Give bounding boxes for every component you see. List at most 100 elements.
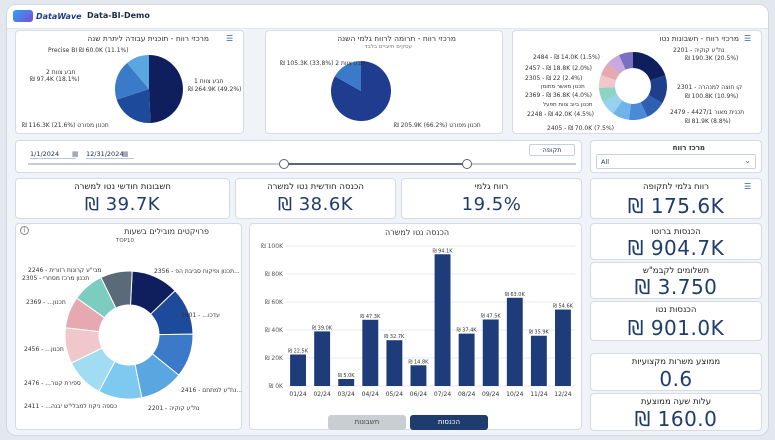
net-income-per-position-card: הכנסה נטו למשרה ₪ 0K ₪ 20K ₪ 40K ₪ 60K ₪ 80K… xyxy=(249,223,582,430)
date-to-input[interactable]: 12/31/2024 xyxy=(86,150,134,159)
donut-label: 2369 - ...תכנון xyxy=(26,299,66,306)
x-tick-label: 03/24 xyxy=(338,391,355,398)
kpi-label: הכנסה חודשית נטו למשרה xyxy=(267,182,364,192)
brand-name: DataWave xyxy=(36,11,82,21)
pie-label: 1 תבע צוות xyxy=(194,78,224,85)
y-tick-label: ₪ 0K xyxy=(269,383,284,390)
page-title: Data-BI-Demo xyxy=(87,11,150,20)
kpi-value: ₪ 39.7K xyxy=(84,194,161,215)
filter-list-icon[interactable]: ☰ xyxy=(744,182,752,191)
bar[interactable] xyxy=(314,331,331,386)
kpi-value: 0.6 xyxy=(659,367,693,391)
x-tick-label: 08/24 xyxy=(458,391,475,398)
date-from-input[interactable]: 1/1/2024 xyxy=(30,150,76,159)
pie-slice[interactable] xyxy=(149,55,183,123)
donut-label: 2201 - נת"ע קוקיה xyxy=(148,405,200,412)
chevron-down-icon: ⌄ xyxy=(744,156,751,165)
bar-data-label: ₪ 39.0K xyxy=(312,325,333,331)
donut-label: 2246 - מבי"ע קרונות רזורית xyxy=(28,267,102,274)
kpi-gross-income: הכנסות ברוטו ₪ 904.7K xyxy=(590,223,762,260)
y-tick-label: ₪ 40K xyxy=(265,327,284,334)
x-tick-label: 07/24 xyxy=(434,391,451,398)
bar[interactable] xyxy=(506,297,523,386)
pie-label: ₪ 264.9K (49.2%) xyxy=(188,86,242,93)
donut-label: 2479 - 4427/1 תכנית מאור xyxy=(670,109,745,116)
bar[interactable] xyxy=(386,340,403,386)
income-toggle-button[interactable]: הכנסות xyxy=(410,415,488,430)
kpi-net-monthly-income: הכנסה חודשית נטו למשרה ₪ 38.6K xyxy=(235,178,396,219)
pie-slice[interactable] xyxy=(114,63,149,100)
brand-logo: DataWave xyxy=(13,10,82,22)
pie-slice[interactable] xyxy=(330,61,391,121)
kpi-net-monthly-invoices: חשבונות חודשי נטו למשרה ₪ 39.7K xyxy=(15,178,230,219)
kpi-value: ₪ 38.6K xyxy=(277,194,354,215)
bar[interactable] xyxy=(458,333,475,386)
invoices-toggle-button[interactable]: חשבונות xyxy=(328,415,406,430)
bar[interactable] xyxy=(290,354,306,387)
bar[interactable] xyxy=(482,319,499,387)
bar-data-label: ₪ 32.7K xyxy=(384,334,405,340)
info-icon[interactable]: i xyxy=(20,226,29,235)
kpi-label: עלות שעה ממוצעת xyxy=(640,397,712,407)
filter-list-icon[interactable]: ☰ xyxy=(744,34,752,43)
filter-list-icon[interactable]: ☰ xyxy=(226,34,234,43)
profit-centers-workplan-card: מרכזי רווח - תוכנית עבודה ליתרת שנה ☰ Pr… xyxy=(15,30,244,134)
kpi-value: 19.5% xyxy=(461,194,522,215)
donut-label: 2416 - נת"ע למתחם... xyxy=(181,387,243,394)
pie-slice[interactable] xyxy=(334,61,361,91)
pie-label: תבע צוות 2 xyxy=(46,69,76,76)
kpi-label: חשבונות חודשי נטו למשרה xyxy=(74,182,171,192)
donut-slice[interactable] xyxy=(100,270,133,309)
card-title: מרכזי רווח - תרומה לרווח גלמי השנה xyxy=(337,34,456,43)
kpi-label: רווח גלמי לתקופה xyxy=(642,182,710,192)
period-dropdown[interactable]: תקופה xyxy=(529,144,575,156)
bar-data-label: ₪ 54.6K xyxy=(553,304,574,310)
period-label: תקופה xyxy=(542,146,562,154)
workplan-pie xyxy=(114,54,183,123)
pie-label: ₪ 116.3K (21.6%) תכנון מפורט xyxy=(22,122,109,129)
dashboard-frame: DataWave Data-BI-Demo מרכזי רווח - תוכני… xyxy=(6,4,769,436)
donut-label: קו חוצה למנהרה - 2301 xyxy=(677,84,743,91)
bar[interactable] xyxy=(555,309,571,386)
donut-label: 2457 - ₪ 18.8K (2.0%) xyxy=(525,65,592,72)
kpi-avg-professional-positions: ממוצע משרות מקצועיות 0.6 xyxy=(590,353,762,391)
bar[interactable] xyxy=(338,379,355,386)
donut-label: 2248 - ₪ 42.0K (4.5%) xyxy=(527,111,594,118)
kpi-value: ₪ 160.0 xyxy=(634,407,718,431)
donut-label: 2405 - ₪ 70.0K (7.5%) xyxy=(547,125,614,132)
profit-center-select[interactable]: All ⌄ xyxy=(596,154,756,169)
kpi-label: תשלומים לקבמ"ש xyxy=(642,266,710,276)
pie-slice[interactable] xyxy=(127,54,149,89)
y-tick-label: ₪ 20K xyxy=(265,355,284,362)
slider-handle-start[interactable] xyxy=(279,159,289,169)
card-subtitle: עסקים חיוביים בלבד xyxy=(364,44,412,50)
y-tick-label: ₪ 100K xyxy=(261,243,284,250)
bar[interactable] xyxy=(434,254,451,386)
x-tick-label: 11/24 xyxy=(530,391,547,398)
logo-icon xyxy=(13,10,33,22)
gross-profit-contribution-card: מרכזי רווח - תרומה לרווח גלמי השנה עסקים… xyxy=(265,30,503,134)
slider-handle-end[interactable] xyxy=(462,159,472,169)
profit-center-value: All xyxy=(601,158,610,166)
donut-label: נת"ע קוקיה - 2201 xyxy=(673,47,725,54)
projects-donut xyxy=(64,270,194,400)
card-title: מרכזי רווח - תוכנית עבודה ליתרת שנה xyxy=(87,34,209,43)
x-tick-label: 02/24 xyxy=(313,391,330,398)
calendar-icon[interactable]: ▦ xyxy=(122,150,129,158)
kpi-avg-hourly-cost: עלות שעה ממוצעת ₪ 160.0 xyxy=(590,393,762,431)
bar[interactable] xyxy=(530,335,547,386)
calendar-icon[interactable]: ▦ xyxy=(72,150,79,158)
top-bar: DataWave Data-BI-Demo xyxy=(7,5,768,29)
donut-label: 2484 - ₪ 14.0K (1.5%) xyxy=(533,54,600,61)
x-tick-label: 12/24 xyxy=(554,391,571,398)
bar[interactable] xyxy=(362,319,379,386)
donut-label: ₪ 100.8K (10.9%) xyxy=(685,93,739,100)
pie-slice[interactable] xyxy=(116,89,151,123)
donut-label: 2476 - ...ספירת קטר xyxy=(24,380,81,387)
donut-label: 1801 - ...עדכו xyxy=(181,312,220,319)
net-invoices-profit-centers-card: מרכזי רווח - חשבונות נטו ☰ 2484 - ₪ 14.0… xyxy=(512,30,762,134)
card-title: פרויקטים מובילים בשעות xyxy=(124,227,209,236)
contribution-pie xyxy=(330,61,391,121)
bar[interactable] xyxy=(410,365,427,386)
period-filter-card: 1/1/2024 ▦ 12/31/2024 ▦ תקופה xyxy=(15,140,582,173)
